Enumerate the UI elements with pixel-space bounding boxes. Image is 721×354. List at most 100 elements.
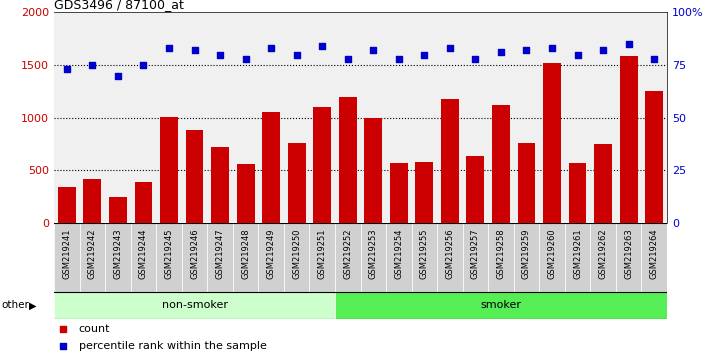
Text: GSM219258: GSM219258 <box>497 229 505 279</box>
Bar <box>543 63 561 223</box>
Bar <box>594 144 612 223</box>
Point <box>112 73 124 79</box>
Text: GSM219259: GSM219259 <box>522 229 531 279</box>
Text: GSM219250: GSM219250 <box>292 229 301 279</box>
Text: non-smoker: non-smoker <box>162 300 228 310</box>
Point <box>393 56 404 62</box>
Bar <box>284 223 309 292</box>
Point <box>648 56 660 62</box>
Bar <box>513 223 539 292</box>
Bar <box>539 223 565 292</box>
Text: smoker: smoker <box>480 300 521 310</box>
Point <box>547 45 558 51</box>
Text: other: other <box>1 300 30 310</box>
Bar <box>109 197 127 223</box>
Bar <box>182 223 208 292</box>
Bar <box>441 99 459 223</box>
Bar <box>412 223 437 292</box>
Point <box>469 56 481 62</box>
Text: GSM219252: GSM219252 <box>343 229 353 279</box>
Bar <box>211 147 229 223</box>
Text: GSM219254: GSM219254 <box>394 229 403 279</box>
Bar <box>619 56 637 223</box>
Bar <box>262 113 280 223</box>
Point <box>58 326 69 331</box>
Text: GSM219241: GSM219241 <box>62 229 71 279</box>
Text: GSM219244: GSM219244 <box>139 229 148 279</box>
Bar <box>492 105 510 223</box>
Point <box>138 62 149 68</box>
Point <box>419 52 430 57</box>
Bar <box>208 223 233 292</box>
Bar <box>233 223 258 292</box>
Point <box>61 67 73 72</box>
Bar <box>288 143 306 223</box>
Text: GSM219245: GSM219245 <box>164 229 174 279</box>
Point <box>572 52 583 57</box>
Bar <box>390 163 408 223</box>
Point <box>265 45 277 51</box>
Bar <box>642 223 667 292</box>
Text: GSM219261: GSM219261 <box>573 229 582 279</box>
Text: GSM219257: GSM219257 <box>471 229 480 279</box>
Bar <box>258 223 284 292</box>
Text: GSM219255: GSM219255 <box>420 229 429 279</box>
Bar <box>335 223 360 292</box>
Bar <box>386 223 412 292</box>
Text: GSM219247: GSM219247 <box>216 229 224 279</box>
Text: GSM219251: GSM219251 <box>318 229 327 279</box>
Bar <box>54 223 79 292</box>
Text: GSM219263: GSM219263 <box>624 229 633 279</box>
Point <box>368 47 379 53</box>
Bar <box>58 187 76 223</box>
Bar <box>160 117 178 223</box>
Text: count: count <box>79 324 110 333</box>
Point <box>342 56 353 62</box>
Bar <box>437 223 463 292</box>
Text: GSM219253: GSM219253 <box>368 229 378 279</box>
Point <box>214 52 226 57</box>
Bar <box>415 162 433 223</box>
Bar <box>84 179 102 223</box>
Point <box>317 43 328 49</box>
Text: GSM219260: GSM219260 <box>547 229 557 279</box>
Bar <box>645 91 663 223</box>
Bar <box>335 292 667 319</box>
Bar <box>79 223 105 292</box>
Point <box>623 41 634 47</box>
Bar <box>156 223 182 292</box>
Bar <box>488 223 514 292</box>
Text: GSM219264: GSM219264 <box>650 229 659 279</box>
Bar <box>590 223 616 292</box>
Bar <box>236 164 255 223</box>
Point <box>495 50 507 55</box>
Text: GSM219256: GSM219256 <box>446 229 454 279</box>
Text: GSM219242: GSM219242 <box>88 229 97 279</box>
Bar <box>54 292 335 319</box>
Point <box>58 343 69 349</box>
Bar <box>131 223 156 292</box>
Bar <box>185 130 203 223</box>
Bar <box>616 223 642 292</box>
Text: GDS3496 / 87100_at: GDS3496 / 87100_at <box>54 0 184 11</box>
Bar <box>466 156 485 223</box>
Point <box>444 45 456 51</box>
Text: GSM219249: GSM219249 <box>267 229 275 279</box>
Point <box>291 52 302 57</box>
Point <box>189 47 200 53</box>
Text: percentile rank within the sample: percentile rank within the sample <box>79 341 267 351</box>
Bar <box>463 223 488 292</box>
Bar <box>313 107 331 223</box>
Bar <box>309 223 335 292</box>
Text: GSM219248: GSM219248 <box>241 229 250 279</box>
Bar <box>569 163 586 223</box>
Text: GSM219262: GSM219262 <box>598 229 608 279</box>
Point <box>163 45 174 51</box>
Text: GSM219246: GSM219246 <box>190 229 199 279</box>
Point <box>521 47 532 53</box>
Point <box>87 62 98 68</box>
Bar <box>339 97 357 223</box>
Point <box>597 47 609 53</box>
Bar <box>105 223 131 292</box>
Point <box>240 56 252 62</box>
